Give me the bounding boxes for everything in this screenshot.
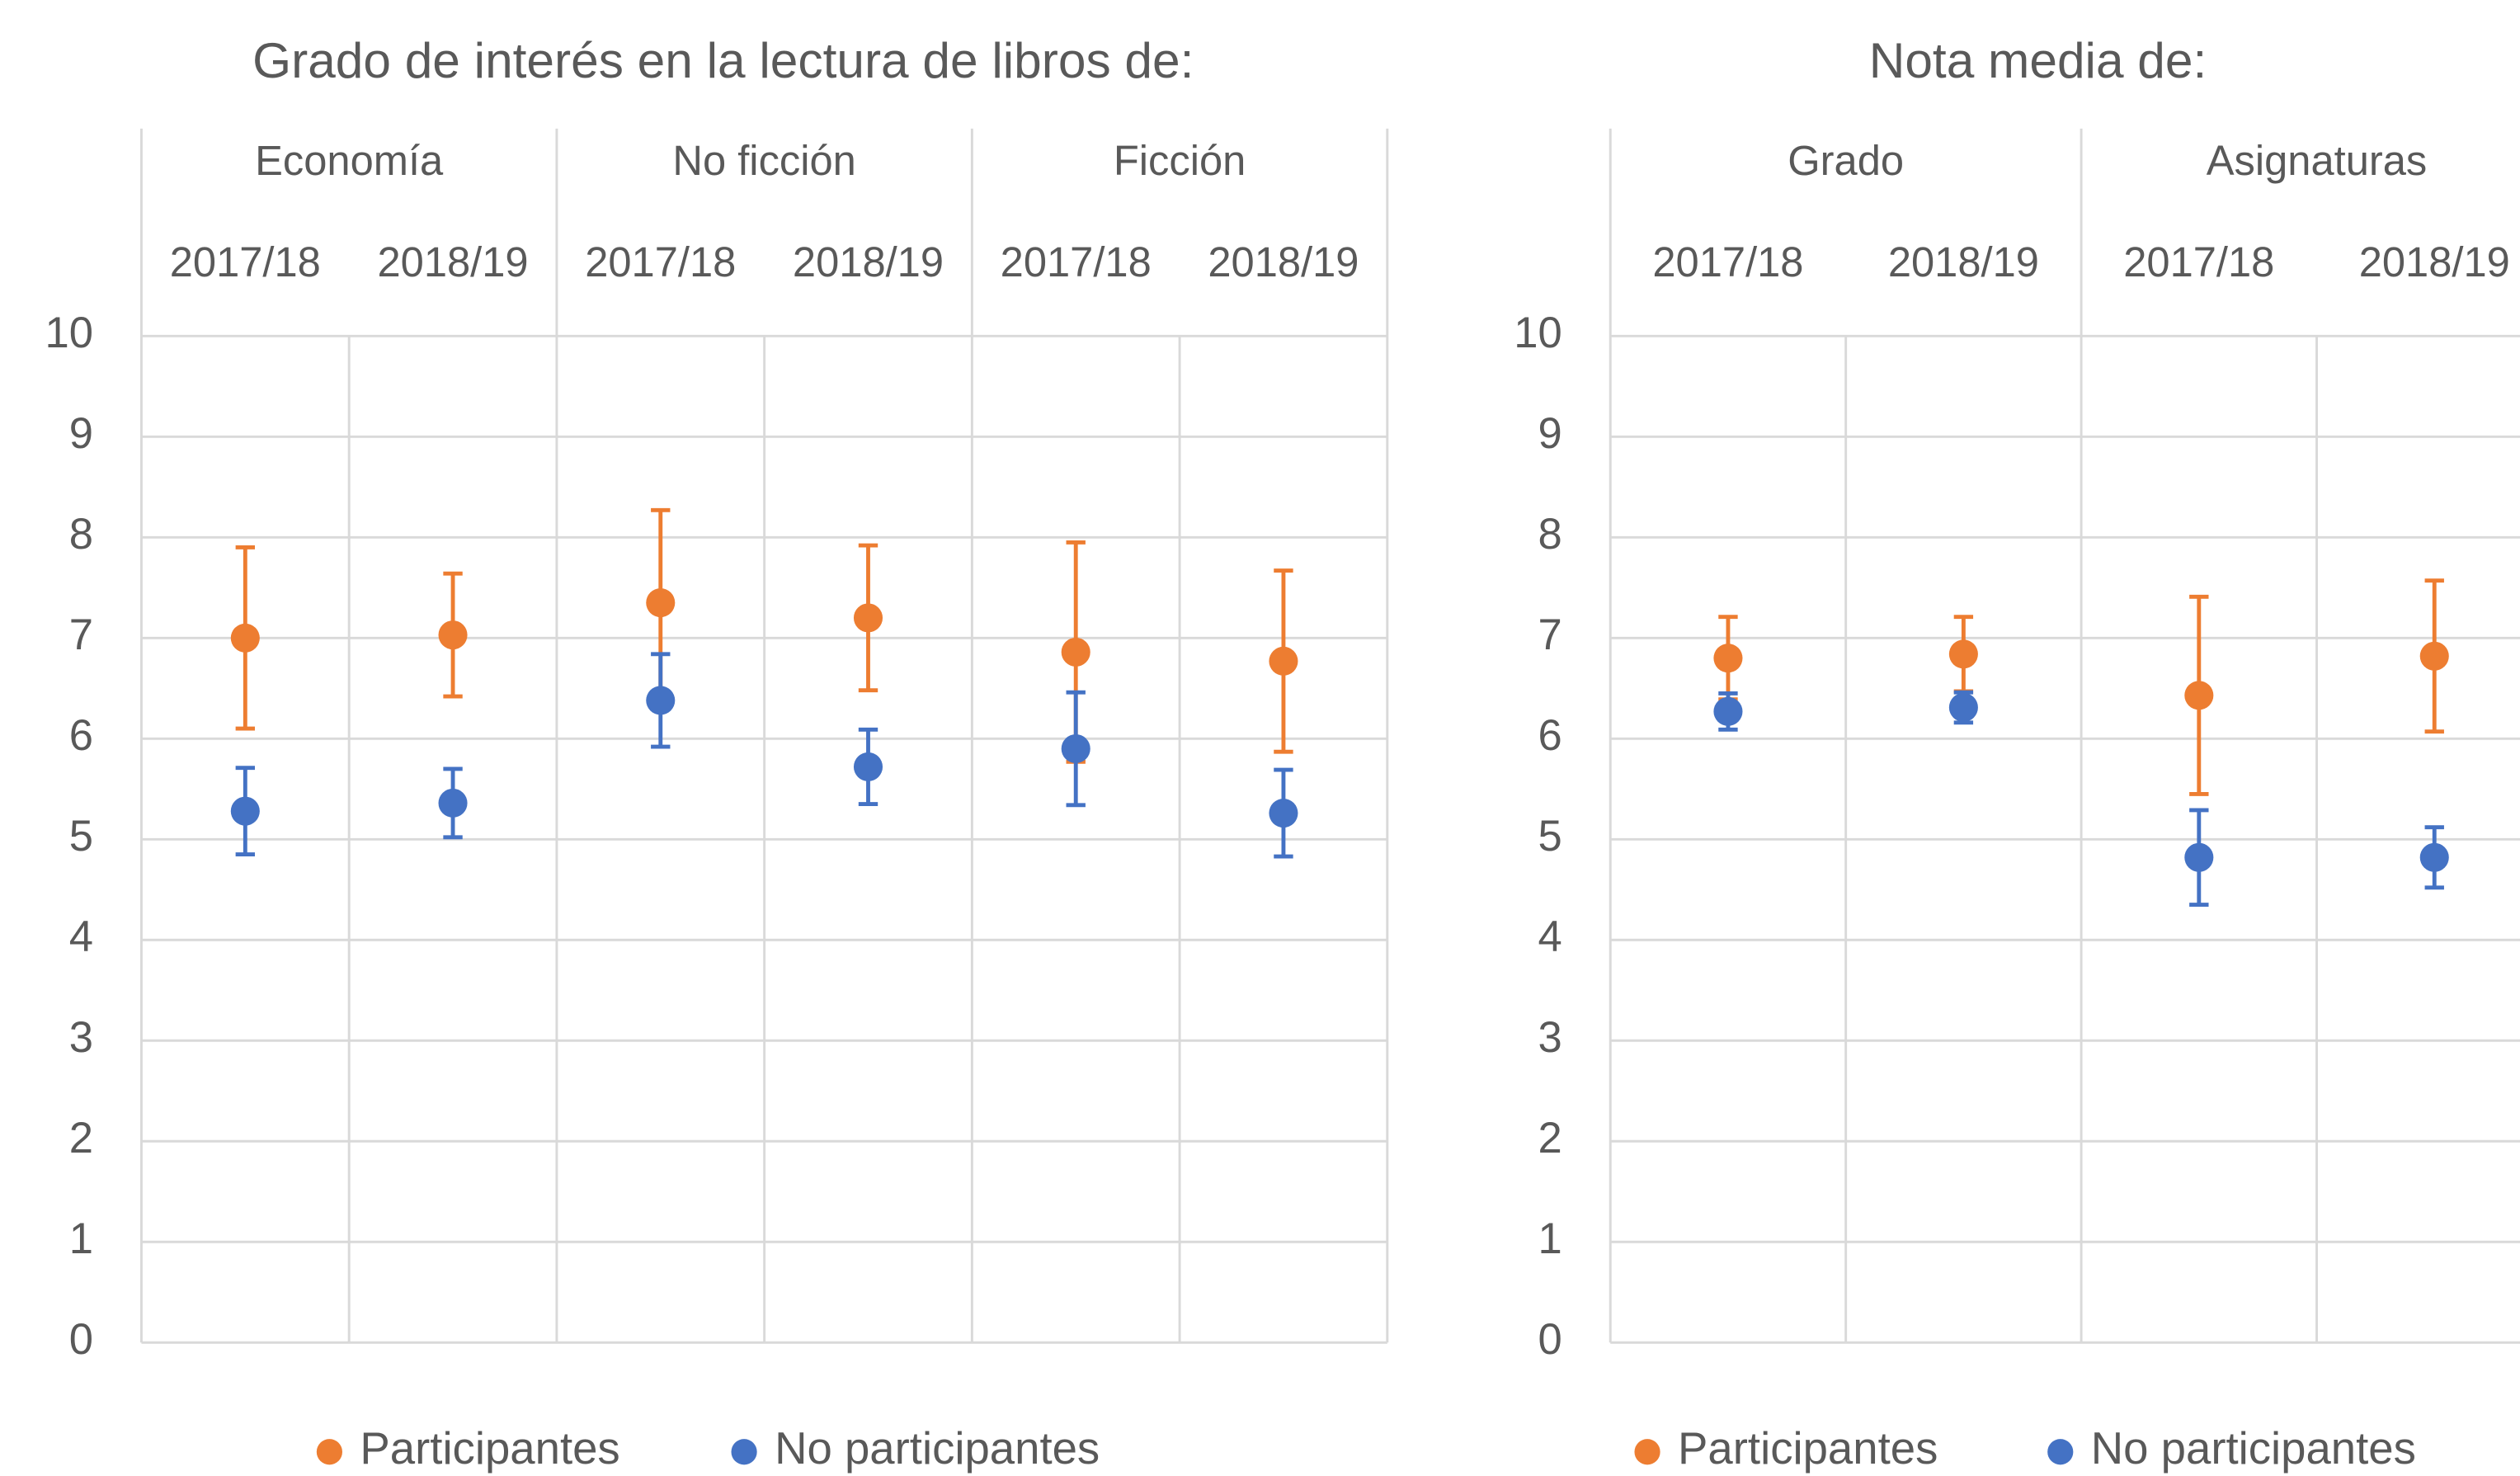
y-tick-label: 6 [1538,711,1562,760]
marker [1061,733,1090,764]
y-tick-label: 5 [1538,812,1562,861]
y-tick-label: 8 [1538,510,1562,559]
chart-title: Grado de interés en la lectura de libros… [252,32,1194,88]
marker [853,752,883,781]
x-tick-label: 2018/19 [1208,238,1359,285]
marker [1948,639,1978,669]
chart-title: Nota media de: [1869,32,2207,88]
x-tick-label: 2017/18 [585,238,736,285]
legend-marker [316,1439,342,1465]
marker [2419,842,2449,872]
group-label: No ficción [672,137,855,184]
marker [1948,692,1978,723]
y-tick-label: 5 [69,812,93,861]
x-tick-label: 2017/18 [170,238,321,285]
x-tick-label: 2017/18 [1001,238,1152,285]
marker [1713,696,1743,726]
group-label: Economía [255,137,444,184]
marker [646,588,676,618]
y-tick-label: 1 [1538,1214,1562,1263]
y-tick-label: 10 [1514,309,1562,357]
legend-label: Participantes [1678,1423,1938,1474]
x-tick-label: 2018/19 [377,238,528,285]
marker [853,603,883,633]
y-tick-label: 0 [1538,1315,1562,1364]
marker [2184,842,2214,872]
y-tick-label: 3 [69,1013,93,1062]
y-tick-label: 9 [1538,409,1562,458]
marker [2184,681,2214,710]
legend-label: No participantes [2091,1423,2416,1474]
x-tick-label: 2017/18 [1652,238,1803,285]
y-tick-label: 4 [1538,912,1562,961]
group-label: Grado [1788,137,1904,184]
y-tick-label: 2 [69,1114,93,1162]
legend-label: No participantes [775,1423,1100,1474]
y-tick-label: 8 [69,510,93,559]
marker [1061,637,1090,667]
marker [438,620,468,650]
y-tick-label: 10 [45,309,93,357]
legend-marker [2047,1439,2074,1465]
legend-marker [1634,1439,1660,1465]
x-tick-label: 2018/19 [2359,238,2510,285]
marker [646,686,676,715]
x-tick-label: 2018/19 [793,238,944,285]
y-tick-label: 0 [69,1315,93,1364]
y-tick-label: 4 [69,912,93,961]
x-tick-label: 2018/19 [1888,238,2039,285]
y-tick-label: 3 [1538,1013,1562,1062]
y-tick-label: 6 [69,711,93,760]
group-label: Asignaturas [2207,137,2427,184]
marker [1269,646,1298,676]
marker [1269,799,1298,828]
marker [230,623,260,653]
legend-label: Participantes [360,1423,619,1474]
marker [2419,641,2449,671]
legend-marker [731,1439,757,1465]
marker [1713,644,1743,673]
y-tick-label: 7 [69,611,93,659]
x-tick-label: 2017/18 [2123,238,2274,285]
y-tick-label: 7 [1538,611,1562,659]
y-tick-label: 9 [69,409,93,458]
group-label: Ficción [1114,137,1246,184]
marker [438,788,468,818]
marker [230,796,260,826]
y-tick-label: 1 [69,1214,93,1263]
y-tick-label: 2 [1538,1114,1562,1162]
